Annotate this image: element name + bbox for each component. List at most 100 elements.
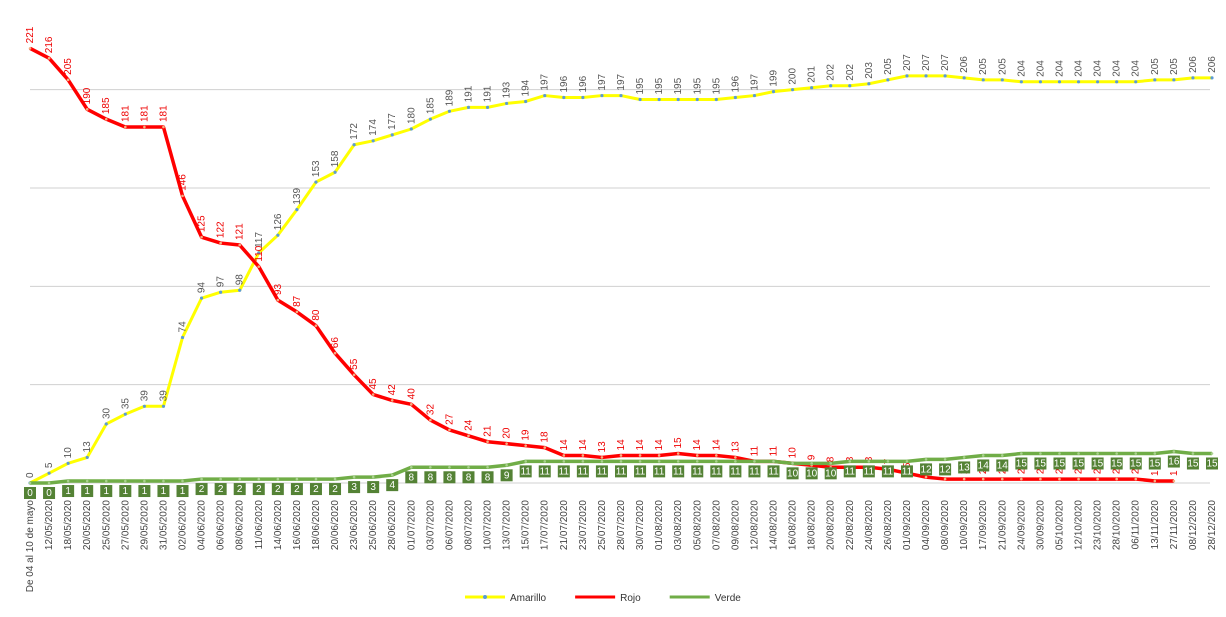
point	[1134, 477, 1138, 481]
point	[428, 117, 432, 121]
point	[257, 265, 261, 268]
point	[276, 298, 280, 302]
data-label: 205	[1150, 58, 1161, 75]
x-tick-label: 23/10/2020	[1093, 500, 1104, 550]
data-label: 206	[1207, 56, 1218, 73]
point	[371, 139, 375, 143]
data-label: 193	[502, 81, 513, 98]
point	[600, 93, 604, 98]
point	[47, 471, 51, 475]
point	[1077, 452, 1080, 455]
data-label-box	[271, 483, 284, 496]
point	[962, 477, 966, 481]
point	[562, 460, 566, 463]
point	[562, 95, 566, 100]
data-label: 195	[654, 77, 665, 94]
data-label: 11	[769, 446, 780, 457]
point	[162, 479, 165, 483]
data-label: 177	[387, 113, 398, 130]
data-label: 191	[463, 85, 474, 102]
point	[161, 404, 166, 408]
data-label-box	[1167, 455, 1180, 468]
data-label: 200	[788, 68, 799, 85]
data-label: 197	[540, 73, 551, 90]
point	[1210, 76, 1214, 80]
data-label-box	[100, 485, 113, 498]
data-label: 195	[692, 77, 703, 94]
point	[1020, 477, 1023, 481]
data-label: 10	[806, 468, 818, 479]
data-label-box	[481, 471, 494, 484]
point	[1039, 477, 1042, 481]
point	[715, 454, 718, 457]
point	[142, 404, 146, 408]
data-label-box	[405, 471, 418, 484]
point	[66, 461, 70, 465]
point	[104, 117, 108, 121]
point	[429, 418, 432, 422]
data-label: 205	[1169, 58, 1180, 75]
data-label: 2	[1093, 468, 1104, 474]
data-label: 15	[1206, 459, 1218, 470]
point	[752, 93, 757, 98]
data-label: 206	[1188, 56, 1199, 73]
point	[467, 434, 470, 438]
data-label: 11	[864, 466, 875, 477]
data-label: 2	[294, 484, 300, 495]
data-label-box	[1186, 457, 1199, 470]
point	[28, 481, 32, 485]
legend-label: Amarillo	[510, 593, 547, 604]
data-label: 2	[332, 484, 338, 495]
point	[962, 76, 966, 80]
point	[676, 460, 680, 463]
x-tick-label: 13/11/2020	[1150, 500, 1161, 550]
point	[390, 133, 394, 137]
x-tick-label: 17/09/2020	[978, 500, 989, 550]
data-label: 0	[46, 488, 52, 499]
x-tick-label: 28/12/2020	[1207, 500, 1218, 550]
data-label: 30	[101, 407, 112, 419]
point	[772, 460, 775, 463]
data-label-box	[519, 465, 532, 478]
data-label: 189	[444, 89, 455, 106]
series-line	[29, 74, 1212, 485]
data-label: 1	[123, 486, 129, 497]
data-label-box	[1206, 457, 1218, 470]
data-label: 80	[311, 309, 322, 321]
point	[200, 235, 203, 239]
data-label: 14	[559, 439, 570, 451]
x-tick-label: 01/07/2020	[406, 500, 417, 550]
data-label: 185	[425, 97, 436, 114]
data-label: 181	[139, 105, 150, 122]
point	[790, 88, 795, 92]
point	[1210, 452, 1214, 455]
point	[581, 95, 585, 100]
data-label: 2	[237, 484, 243, 495]
data-label: 172	[349, 123, 360, 140]
data-label-box	[729, 465, 742, 478]
data-label: 2	[218, 484, 224, 495]
point	[352, 143, 356, 147]
point	[638, 97, 642, 102]
point	[371, 475, 375, 479]
point	[181, 194, 184, 198]
point	[600, 460, 604, 463]
point	[85, 108, 89, 111]
point	[1191, 76, 1195, 80]
data-label: 39	[158, 390, 169, 402]
point	[1058, 452, 1061, 455]
point	[943, 458, 947, 461]
data-label-box	[233, 483, 246, 496]
point	[886, 460, 890, 463]
point	[524, 99, 528, 104]
point	[1153, 479, 1157, 483]
x-tick-label: 01/09/2020	[902, 500, 913, 550]
point	[333, 351, 337, 355]
data-label-box	[1034, 457, 1047, 470]
data-label: 15	[1016, 459, 1028, 470]
point	[1115, 80, 1119, 84]
data-label: 55	[349, 358, 360, 370]
x-tick-label: 28/07/2020	[616, 500, 627, 550]
point	[943, 477, 947, 481]
data-label-box	[1091, 457, 1104, 470]
